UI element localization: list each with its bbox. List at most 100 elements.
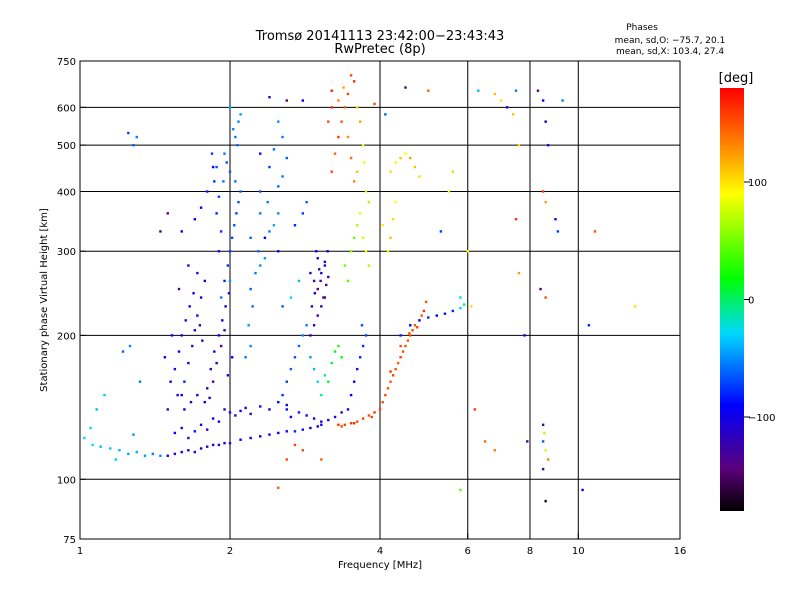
data-point [305, 414, 308, 417]
data-point [312, 367, 316, 371]
data-point [187, 449, 190, 452]
data-point [196, 393, 199, 397]
data-point [499, 99, 503, 102]
data-points [83, 74, 637, 503]
data-point [277, 250, 280, 253]
data-point [327, 275, 330, 279]
data-point [234, 180, 237, 183]
colorbar [720, 88, 744, 511]
data-point [208, 396, 211, 400]
data-point [333, 350, 337, 353]
data-point [301, 212, 305, 215]
data-point [320, 393, 323, 397]
data-point [196, 314, 199, 317]
data-point [189, 400, 193, 404]
data-point [541, 423, 545, 427]
data-point [227, 292, 231, 295]
data-point [544, 499, 547, 503]
data-point [173, 431, 177, 435]
data-point [203, 279, 206, 283]
data-point [451, 309, 455, 313]
data-point [323, 374, 327, 377]
data-point [173, 452, 177, 456]
data-point [323, 264, 327, 267]
data-point [411, 329, 414, 332]
chart-subtitle: RwPretec (8p) [334, 42, 425, 57]
data-point [462, 303, 466, 306]
data-point [367, 264, 371, 267]
data-point [309, 271, 312, 275]
data-point [217, 334, 221, 337]
x-tick-label: 6 [465, 546, 471, 557]
data-point [263, 236, 267, 240]
data-point [249, 287, 252, 291]
data-point [316, 425, 319, 428]
data-point [268, 230, 271, 233]
data-point [127, 452, 130, 456]
data-point [424, 300, 428, 304]
data-point [215, 361, 218, 365]
data-point [473, 408, 477, 411]
data-point [151, 452, 155, 456]
data-point [320, 423, 323, 427]
data-point [523, 334, 526, 337]
data-point [541, 467, 545, 471]
data-point [312, 279, 316, 283]
data-point [244, 356, 247, 359]
data-point [342, 86, 345, 89]
stats-line-x: mean, sd,X: 103.4, 27.4 [616, 47, 724, 57]
data-point [384, 113, 387, 116]
data-point [316, 314, 319, 317]
data-point [514, 89, 518, 92]
data-point [191, 344, 194, 348]
data-point [237, 120, 240, 123]
data-point [330, 361, 333, 365]
data-point [360, 324, 364, 327]
data-point [193, 450, 197, 454]
data-point [404, 152, 407, 155]
data-point [228, 411, 232, 414]
data-point [196, 271, 199, 275]
data-point [135, 135, 138, 139]
colorbar-label: [deg] [719, 71, 754, 86]
data-point [315, 250, 318, 253]
data-point [330, 106, 333, 109]
data-point [183, 380, 186, 383]
x-tick-label: 4 [377, 546, 383, 557]
data-point [297, 279, 301, 283]
data-point [285, 408, 288, 411]
data-point [239, 409, 242, 413]
data-point [319, 279, 322, 283]
y-tick-label: 400 [57, 187, 76, 198]
data-point [470, 305, 473, 308]
data-point [327, 120, 330, 123]
data-point [399, 334, 402, 337]
chart-title: Tromsø 20141113 23:42:00−23:43:43 [255, 29, 505, 44]
data-point [219, 296, 223, 299]
data-point [349, 156, 353, 160]
data-point [301, 449, 305, 452]
data-point [459, 306, 462, 310]
data-point [337, 423, 340, 427]
data-point [466, 250, 469, 253]
y-tick-label: 100 [57, 475, 76, 486]
data-point [226, 374, 230, 377]
data-point [358, 212, 362, 215]
data-point [394, 367, 397, 371]
data-point [309, 334, 312, 337]
data-point [313, 292, 317, 295]
data-point [493, 92, 497, 96]
data-point [205, 190, 209, 193]
data-point [268, 95, 271, 99]
data-point [556, 230, 560, 233]
data-point [381, 400, 384, 404]
data-point [205, 387, 209, 390]
data-point [352, 380, 356, 383]
data-point [277, 212, 280, 215]
data-point [352, 180, 356, 183]
data-point [320, 271, 323, 275]
data-point [447, 190, 451, 193]
y-axis-label: Stationary phase Virtual Height [km] [39, 208, 50, 392]
data-point [427, 316, 430, 319]
data-point [305, 200, 308, 204]
